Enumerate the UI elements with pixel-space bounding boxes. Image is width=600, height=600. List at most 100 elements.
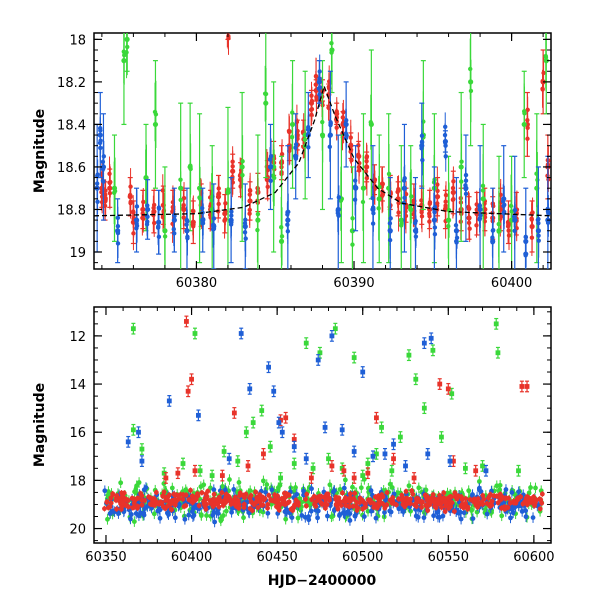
- data-point: [258, 493, 264, 499]
- outburst-point: [130, 427, 136, 433]
- data-point: [475, 504, 480, 510]
- data-point: [346, 498, 352, 504]
- data-point: [458, 516, 464, 522]
- data-point: [236, 480, 242, 485]
- data-point: [360, 506, 366, 512]
- data-point: [512, 207, 518, 213]
- data-point: [409, 488, 415, 494]
- data-point: [203, 506, 209, 512]
- data-point: [205, 488, 211, 494]
- data-point: [376, 500, 381, 506]
- data-point: [107, 511, 113, 517]
- outburst-point: [341, 468, 347, 474]
- data-point: [516, 489, 522, 495]
- data-point: [440, 513, 446, 519]
- outburst-point: [406, 352, 412, 358]
- data-point: [415, 499, 421, 504]
- data-point: [160, 493, 166, 499]
- data-point: [368, 120, 373, 125]
- data-point: [541, 70, 546, 76]
- data-point: [144, 222, 150, 227]
- data-point: [286, 128, 292, 134]
- data-point: [439, 505, 444, 510]
- outburst-point: [421, 340, 427, 346]
- data-point: [201, 501, 207, 506]
- top-panel-axes: 60380 60390 60400 18 18.2 18.4 18.6 18.8 19: [57, 33, 551, 291]
- data-point: [364, 175, 370, 181]
- data-point: [315, 515, 320, 521]
- data-point: [261, 478, 266, 484]
- data-point: [140, 215, 145, 221]
- data-point: [408, 501, 413, 506]
- data-point: [373, 515, 379, 521]
- data-point: [110, 492, 116, 497]
- data-point: [288, 506, 294, 512]
- data-point: [328, 121, 333, 126]
- data-point: [269, 487, 275, 493]
- data-point: [458, 503, 464, 509]
- data-point: [437, 501, 442, 506]
- data-point: [329, 50, 334, 55]
- data-point: [293, 485, 298, 490]
- outburst-point: [267, 444, 273, 450]
- data-point: [529, 235, 535, 240]
- outburst-point: [185, 388, 191, 394]
- data-point: [225, 187, 231, 192]
- data-point: [368, 488, 374, 493]
- data-point: [254, 495, 260, 501]
- data-point: [197, 195, 202, 200]
- outburst-point: [411, 475, 417, 481]
- data-point: [128, 516, 133, 522]
- data-point: [446, 505, 452, 511]
- data-point: [136, 480, 142, 485]
- bottom-ylabel: Magnitude: [32, 383, 48, 467]
- data-point: [156, 234, 162, 240]
- outburst-point: [449, 391, 455, 397]
- data-point: [347, 504, 352, 509]
- data-point: [371, 504, 377, 510]
- outburst-point: [247, 386, 253, 392]
- data-point: [289, 515, 295, 520]
- data-point: [107, 504, 113, 510]
- data-point: [382, 510, 387, 515]
- data-point: [326, 105, 331, 110]
- outburst-point: [283, 415, 289, 421]
- data-point: [199, 490, 205, 496]
- data-point: [165, 503, 171, 509]
- data-point: [354, 507, 360, 513]
- data-point: [494, 493, 500, 499]
- data-point: [180, 496, 186, 502]
- data-point: [186, 512, 192, 518]
- outburst-point: [430, 347, 436, 353]
- outburst-point: [493, 321, 499, 327]
- data-point: [387, 481, 393, 487]
- data-point: [285, 500, 291, 506]
- data-point: [120, 493, 125, 499]
- data-point: [335, 208, 341, 213]
- outburst-point: [425, 451, 431, 457]
- data-point: [466, 488, 472, 494]
- data-point: [190, 208, 196, 214]
- data-point: [200, 220, 205, 226]
- data-point: [500, 494, 505, 500]
- data-point: [463, 191, 469, 197]
- data-point: [151, 205, 156, 211]
- data-point: [134, 218, 140, 223]
- data-point: [380, 192, 385, 197]
- outburst-point: [308, 475, 314, 481]
- data-point: [210, 227, 216, 232]
- outburst-point: [139, 446, 145, 452]
- data-point: [114, 506, 119, 512]
- data-point: [350, 216, 355, 221]
- data-point: [218, 516, 223, 522]
- data-point: [540, 78, 545, 84]
- data-point: [507, 500, 513, 506]
- outburst-point: [483, 468, 489, 474]
- outburst-point: [403, 463, 408, 469]
- outburst-point: [329, 333, 335, 339]
- data-point: [169, 485, 175, 491]
- data-point: [166, 492, 172, 498]
- data-point: [115, 230, 121, 236]
- data-point: [220, 513, 226, 518]
- y-tick-label: 12: [69, 330, 86, 345]
